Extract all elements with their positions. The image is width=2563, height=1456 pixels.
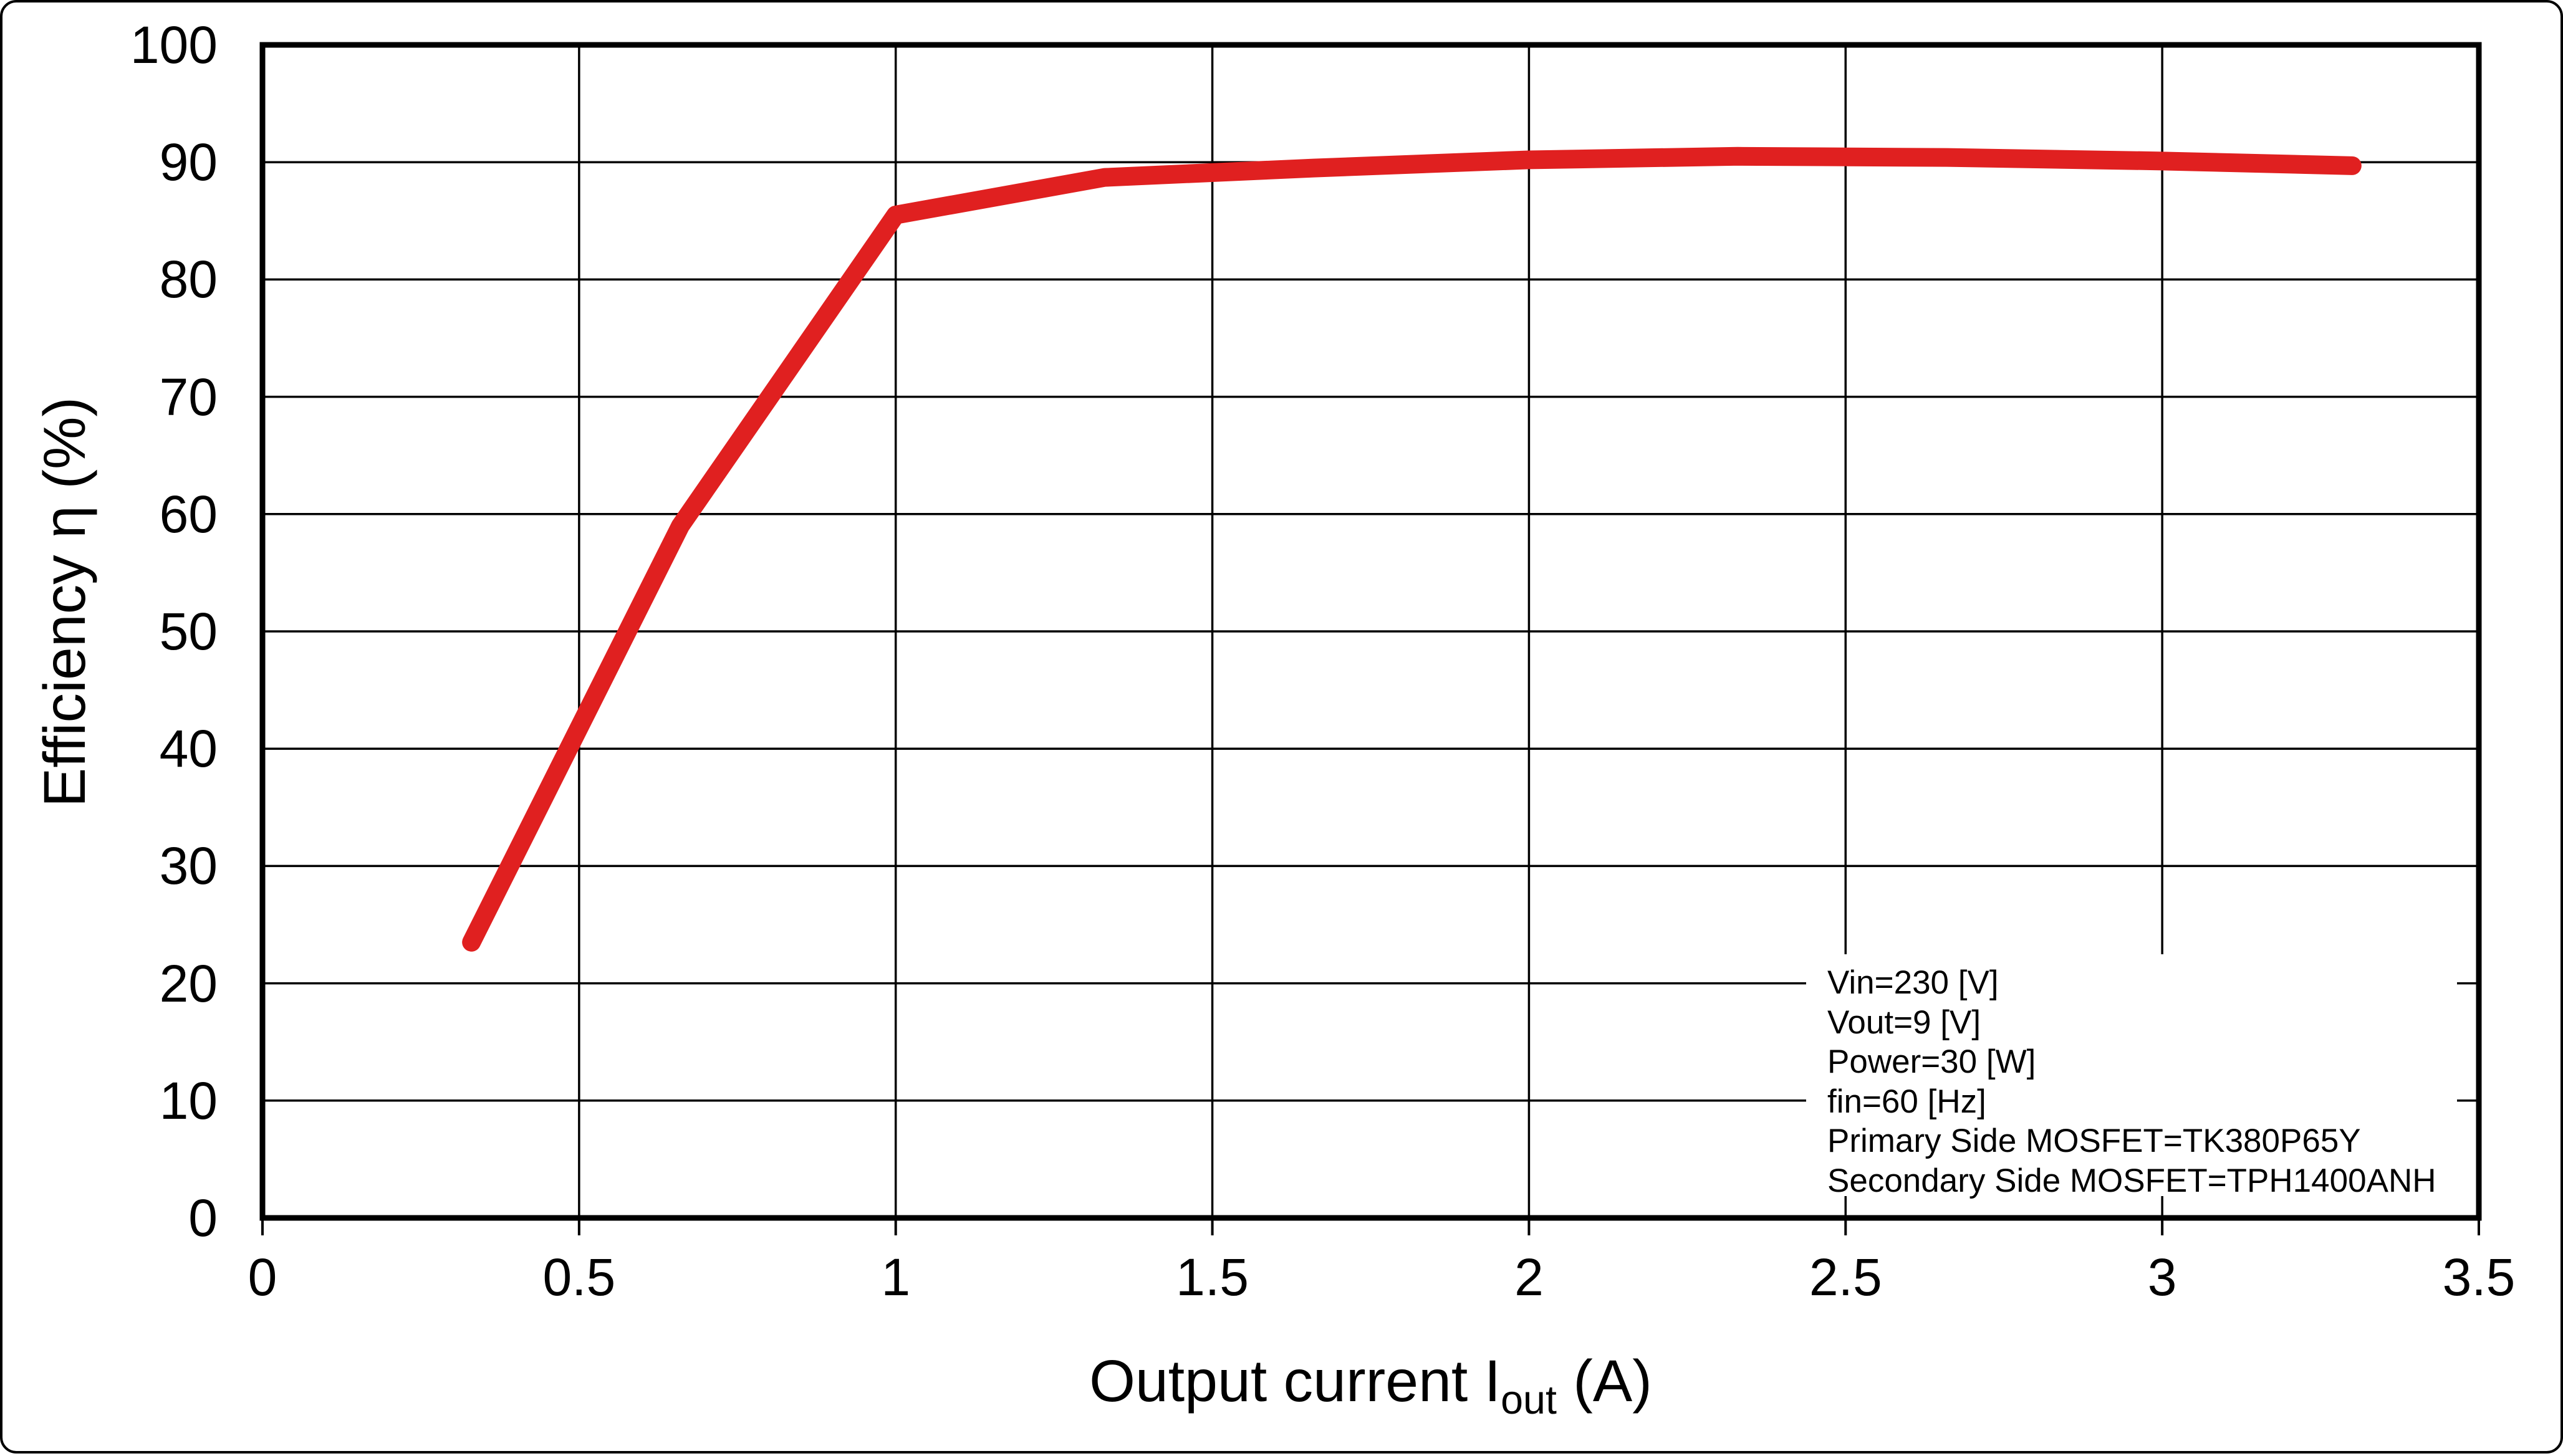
x-tick-label: 1.5 <box>1176 1248 1249 1306</box>
y-tick-label: 60 <box>159 484 218 544</box>
plot-frame <box>259 42 2482 1221</box>
annotation-line: Power=30 [W] <box>1827 1043 2036 1080</box>
x-axis-title: Output current Iout (A) <box>262 1348 2479 1423</box>
y-tick-label: 0 <box>188 1189 218 1247</box>
conditions-annotation-box: Vin=230 [V] Vout=9 [V] Power=30 [W] fin=60 … <box>1806 954 2457 1199</box>
y-tick-label: 20 <box>159 954 218 1013</box>
y-tick-label: 80 <box>159 250 218 309</box>
y-tick-label: 100 <box>130 16 218 74</box>
y-axis-title: Efficiency η (%) <box>32 396 98 808</box>
y-tick-label: 70 <box>159 367 218 426</box>
x-axis-title-prefix: Output current I <box>1089 1348 1501 1414</box>
y-tick-label: 90 <box>159 133 218 192</box>
x-axis-title-suffix: (A) <box>1556 1348 1652 1414</box>
annotation-line: Primary Side MOSFET=TK380P65Y <box>1827 1123 2361 1159</box>
y-tick-label: 30 <box>159 836 218 896</box>
x-tick-label: 2 <box>1514 1248 1544 1306</box>
efficiency-curve <box>462 146 2362 952</box>
annotation-line: fin=60 [Hz] <box>1827 1083 1986 1120</box>
x-tick-label: 0.5 <box>542 1248 616 1306</box>
x-tick-label: 2.5 <box>1809 1248 1882 1306</box>
y-tick-label: 50 <box>159 602 218 661</box>
annotation-line: Vout=9 [V] <box>1827 1003 1981 1041</box>
y-tick-label: 10 <box>159 1071 218 1130</box>
x-tick-label: 1 <box>881 1248 911 1306</box>
x-tick-label: 3 <box>2147 1248 2177 1306</box>
x-axis-title-subscript: out <box>1501 1377 1557 1422</box>
annotation-line: Secondary Side MOSFET=TPH1400ANH <box>1827 1162 2436 1199</box>
y-tick-label: 40 <box>159 719 218 778</box>
x-tick-label: 0 <box>248 1248 277 1306</box>
annotation-line: Vin=230 [V] <box>1827 964 1999 1001</box>
x-tick-label: 3.5 <box>2442 1248 2516 1306</box>
